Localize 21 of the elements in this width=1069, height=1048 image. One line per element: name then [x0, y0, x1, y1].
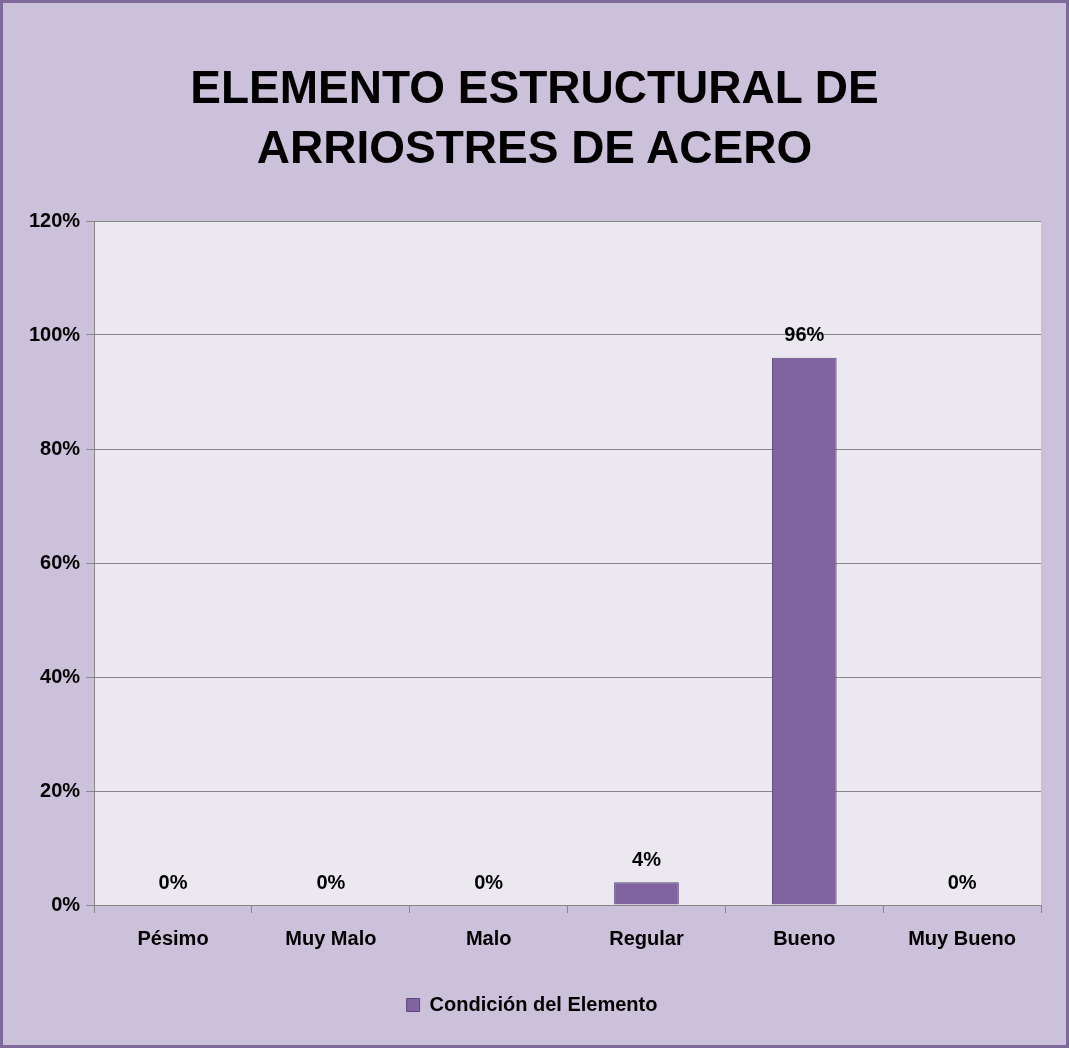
y-tick-label: 0% — [51, 892, 81, 915]
x-tick-label: Pésimo — [137, 926, 209, 949]
y-tick-label: 120% — [29, 208, 81, 231]
x-tick-label: Muy Malo — [285, 926, 377, 949]
x-tick-label: Muy Bueno — [908, 926, 1016, 949]
x-tick-label: Malo — [465, 926, 512, 949]
legend-label: Condición del Elemento — [429, 992, 658, 1015]
y-tick-label: 60% — [40, 550, 81, 573]
y-tick-label: 20% — [40, 778, 81, 801]
data-label: 0% — [316, 870, 346, 893]
data-label: 96% — [784, 323, 825, 346]
data-label: 4% — [632, 847, 662, 870]
y-tick-label: 40% — [40, 664, 81, 687]
y-tick-label: 80% — [40, 436, 81, 459]
chart-title: ELEMENTO ESTRUCTURAL DE ARRIOSTRES DE ACERO — [189, 60, 880, 175]
x-tick-label: Regular — [609, 926, 684, 949]
data-label: 0% — [474, 870, 504, 893]
x-tick-label: Bueno — [773, 926, 836, 949]
data-label: 0% — [158, 870, 188, 893]
data-label: 0% — [947, 870, 977, 893]
y-tick-label: 100% — [29, 322, 81, 345]
